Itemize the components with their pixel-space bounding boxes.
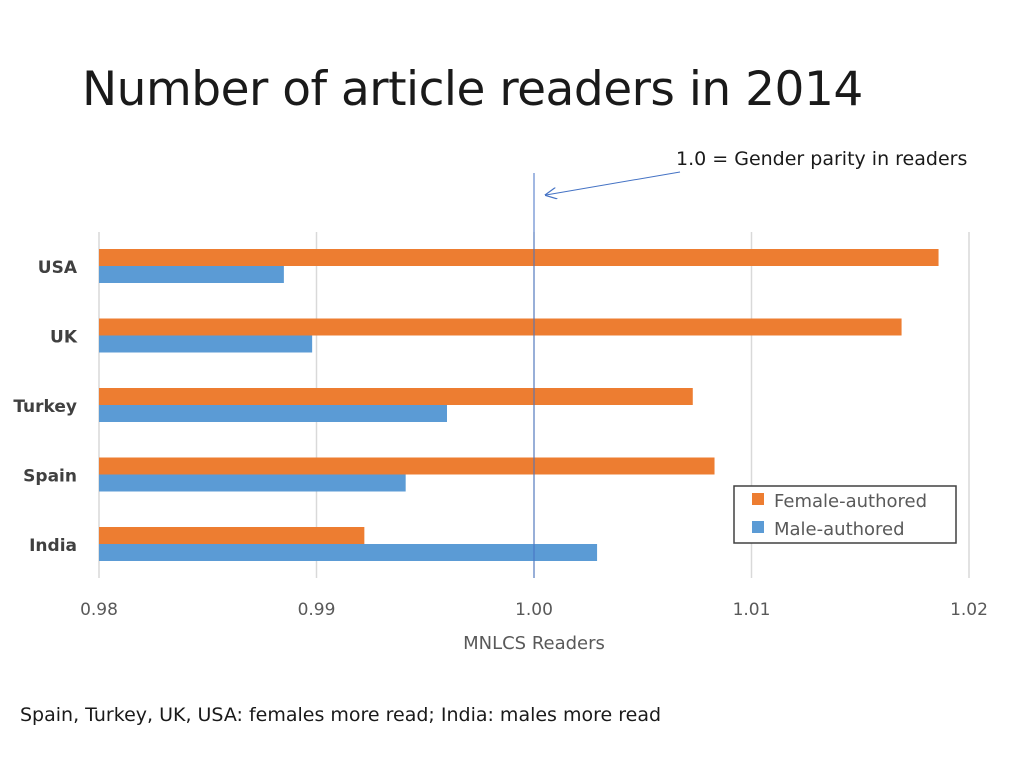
- legend-label-male: Male-authored: [774, 519, 905, 540]
- bar-usa-male: [99, 266, 284, 283]
- x-tick-label: 1.02: [950, 600, 988, 620]
- legend-swatch-female: [752, 493, 764, 505]
- annotation-arrow: [546, 171, 681, 195]
- legend: Female-authored Male-authored: [733, 485, 957, 544]
- bar-india-male: [99, 544, 598, 561]
- category-label: Turkey: [13, 397, 77, 417]
- bar-spain-male: [99, 474, 406, 492]
- x-axis-title: MNLCS Readers: [463, 633, 605, 654]
- labels: 0.98 0.99 1.00 1.01 1.02 USA UK Turkey Spain Indi…: [13, 258, 988, 620]
- bar-uk-female: [99, 318, 902, 336]
- bar-usa-female: [99, 249, 939, 266]
- bar-uk-male: [99, 335, 313, 353]
- x-tick-label: 1.01: [733, 600, 771, 620]
- x-tick-label: 0.99: [298, 600, 336, 620]
- x-tick-label: 1.00: [515, 600, 553, 620]
- parity-annotation: 1.0 = Gender parity in readers: [676, 148, 968, 170]
- legend-swatch-male: [752, 521, 764, 533]
- legend-box: [733, 485, 957, 544]
- bar-india-female: [99, 527, 365, 544]
- x-tick-label: 0.98: [80, 600, 118, 620]
- footnote: Spain, Turkey, UK, USA: females more rea…: [20, 704, 662, 726]
- category-label: Spain: [23, 467, 77, 487]
- bars: [99, 249, 939, 561]
- category-label: UK: [50, 328, 78, 348]
- bar-turkey-male: [99, 405, 447, 422]
- legend-label-female: Female-authored: [774, 491, 927, 512]
- bar-turkey-female: [99, 388, 693, 405]
- category-label: USA: [38, 258, 78, 278]
- category-label: India: [29, 536, 77, 556]
- page-title: Number of article readers in 2014: [82, 62, 863, 117]
- bar-spain-female: [99, 457, 715, 475]
